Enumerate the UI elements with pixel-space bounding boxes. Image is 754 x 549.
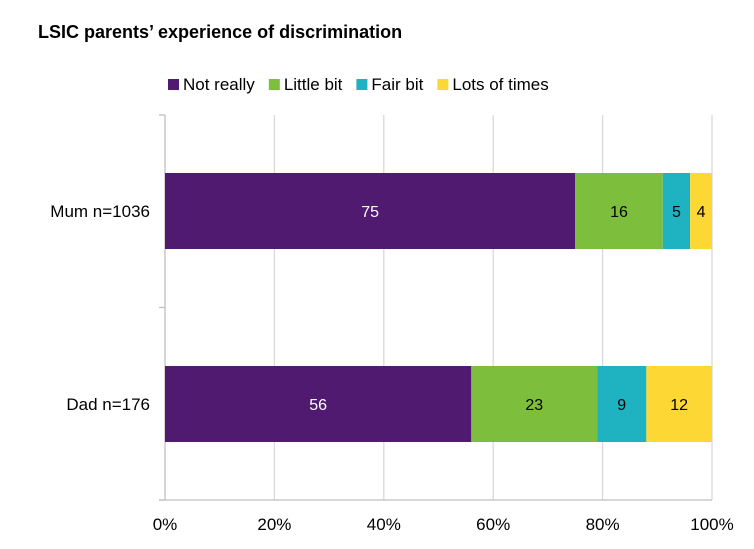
- bar-segment: [575, 173, 663, 249]
- data-label: 4: [697, 204, 706, 221]
- legend-label: Not really: [183, 75, 255, 94]
- x-tick-label: 20%: [257, 515, 291, 534]
- bar-segment: [471, 366, 598, 442]
- legend-label: Fair bit: [371, 75, 423, 94]
- legend-swatch: [268, 79, 280, 90]
- data-label: 16: [610, 204, 628, 221]
- bar-segment: [662, 173, 691, 249]
- category-label: Dad n=176: [66, 395, 150, 414]
- data-label: 5: [672, 204, 681, 221]
- data-label: 9: [617, 397, 626, 414]
- data-label: 12: [670, 397, 688, 414]
- x-tick-label: 0%: [153, 515, 178, 534]
- category-label: Mum n=1036: [50, 202, 150, 221]
- bar-segment: [597, 366, 647, 442]
- chart-title: LSIC parents’ experience of discriminati…: [38, 22, 403, 42]
- bar-segment: [165, 173, 576, 249]
- x-tick-label: 60%: [476, 515, 510, 534]
- bar-segment: [646, 366, 712, 442]
- data-label: 56: [309, 397, 327, 414]
- x-tick-label: 100%: [690, 515, 733, 534]
- x-tick-label: 80%: [586, 515, 620, 534]
- legend-label: Lots of times: [452, 75, 548, 94]
- bar-segment: [165, 366, 472, 442]
- data-label: 75: [361, 204, 379, 221]
- x-tick-label: 40%: [367, 515, 401, 534]
- legend-swatch: [356, 79, 368, 90]
- legend-swatch: [168, 79, 179, 90]
- legend-swatch: [437, 79, 449, 90]
- data-label: 23: [525, 397, 543, 414]
- bar-segment: [690, 173, 712, 249]
- legend-label: Little bit: [284, 75, 343, 94]
